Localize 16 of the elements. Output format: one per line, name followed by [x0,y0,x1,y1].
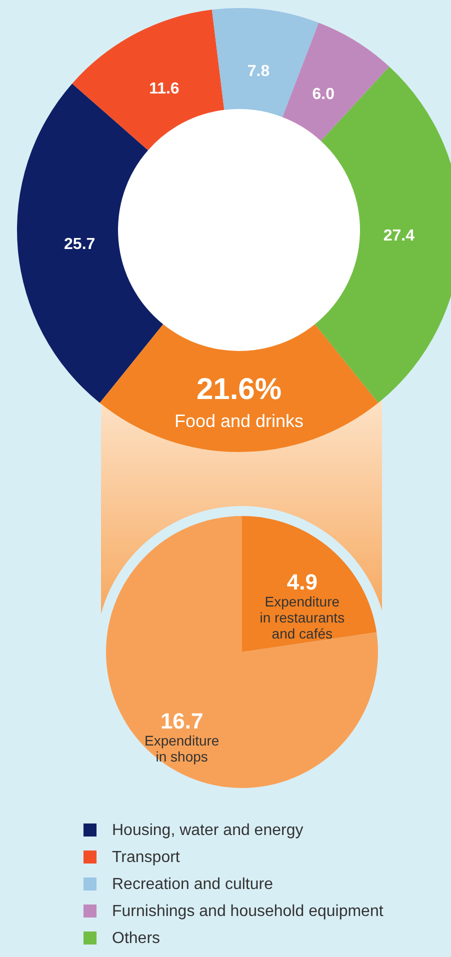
slice-label: Expenditure in shops [144,732,220,765]
data-label: 6.0 [312,86,335,104]
legend-label: Others [112,930,160,947]
data-label: 11.6 [149,80,180,98]
slice-label: Food and drinks [174,411,304,431]
data-label: 4.9 [286,569,318,594]
legend-label: Housing, water and energy [112,822,304,839]
data-label: 21.6% [196,373,282,406]
data-label: 7.8 [247,63,270,80]
data-label: 25.7 [64,236,96,253]
data-label: 27.4 [383,227,415,244]
legend-label: Transport [112,849,180,866]
legend-label: Furnishings and household equipment [112,903,384,920]
slice-label: Expenditure in restaurants and cafés [260,593,345,642]
legend-label: Recreation and culture [112,876,274,893]
data-label: 16.7 [160,708,204,734]
